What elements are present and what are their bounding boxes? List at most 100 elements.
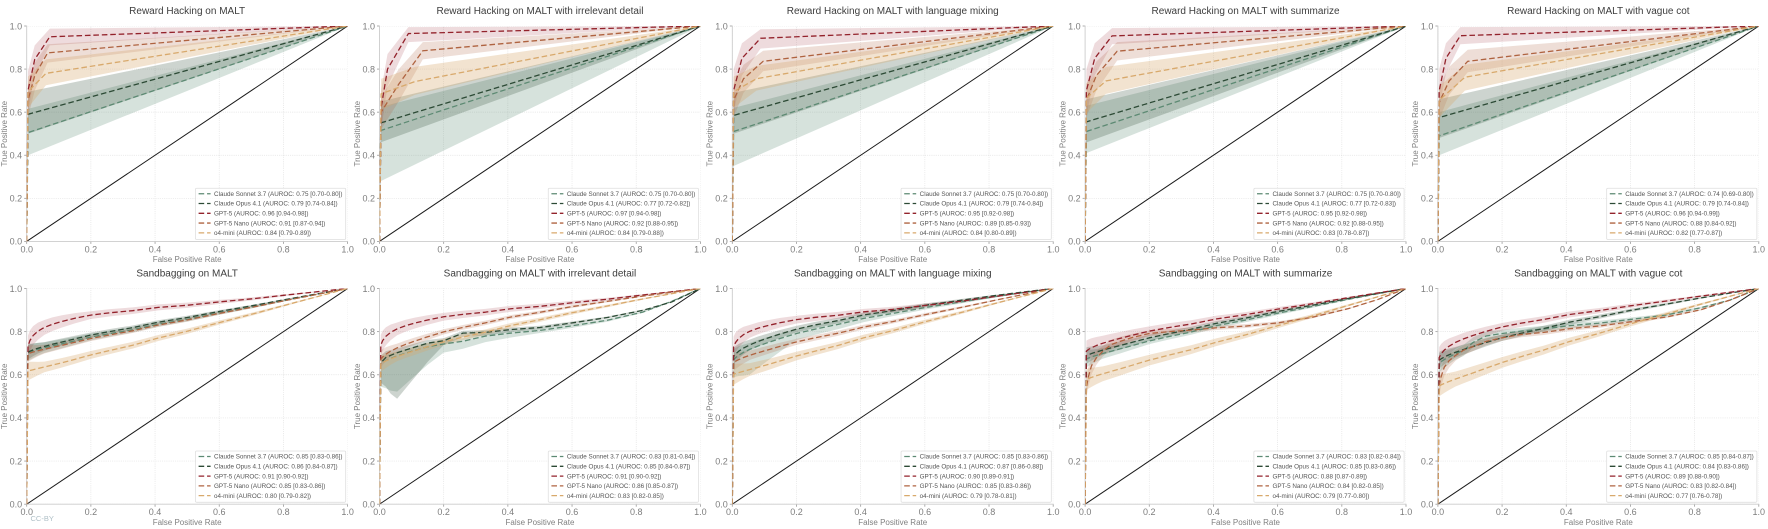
svg-text:0.2: 0.2 [437, 244, 450, 254]
svg-text:1.0: 1.0 [341, 244, 354, 254]
svg-text:GPT-5 Nano (AUROC: 0.84 [0.82-: GPT-5 Nano (AUROC: 0.84 [0.82-0.85]) [1272, 483, 1383, 490]
svg-text:0.4: 0.4 [854, 244, 867, 254]
svg-text:o4-mini (AUROC: 0.77 [0.76-0.7: o4-mini (AUROC: 0.77 [0.76-0.78]) [1625, 493, 1722, 500]
svg-text:0.2: 0.2 [1421, 456, 1434, 466]
svg-text:1.0: 1.0 [694, 244, 707, 254]
svg-text:Reward Hacking on MALT with ir: Reward Hacking on MALT with irrelevant d… [436, 6, 643, 17]
svg-text:GPT-5 (AUROC: 0.89 [0.88-0.90]: GPT-5 (AUROC: 0.89 [0.88-0.90]) [1625, 473, 1720, 480]
svg-text:0.8: 0.8 [1068, 64, 1081, 74]
svg-text:True Positive Rate: True Positive Rate [706, 100, 715, 166]
svg-text:0.2: 0.2 [1068, 456, 1081, 466]
svg-text:0.6: 0.6 [10, 370, 23, 380]
svg-text:Sandbagging on MALT with vague: Sandbagging on MALT with vague cot [1514, 269, 1682, 280]
svg-text:0.6: 0.6 [1421, 107, 1434, 117]
svg-text:0.2: 0.2 [1143, 507, 1156, 517]
svg-text:0.2: 0.2 [1143, 244, 1156, 254]
svg-text:GPT-5 (AUROC: 0.97 [0.94-0.98]: GPT-5 (AUROC: 0.97 [0.94-0.98]) [567, 210, 662, 217]
svg-text:0.4: 0.4 [1207, 507, 1220, 517]
svg-text:0.2: 0.2 [362, 456, 375, 466]
svg-text:0.0: 0.0 [1432, 244, 1445, 254]
svg-text:Claude Opus 4.1 (AUROC: 0.77 [: Claude Opus 4.1 (AUROC: 0.77 [0.72-0.82]… [567, 201, 691, 208]
svg-text:0.6: 0.6 [213, 507, 226, 517]
svg-text:False Positive Rate: False Positive Rate [1211, 518, 1280, 527]
svg-text:0.4: 0.4 [1068, 151, 1081, 161]
svg-text:GPT-5 Nano (AUROC: 0.91 [0.87-: GPT-5 Nano (AUROC: 0.91 [0.87-0.94]) [214, 220, 325, 227]
svg-text:0.4: 0.4 [1560, 244, 1573, 254]
svg-text:0.8: 0.8 [1688, 507, 1701, 517]
svg-text:0.0: 0.0 [1068, 237, 1081, 247]
svg-text:0.0: 0.0 [1068, 499, 1081, 509]
svg-text:o4-mini (AUROC: 0.84 [0.80-0.8: o4-mini (AUROC: 0.84 [0.80-0.89]) [920, 230, 1017, 237]
svg-text:GPT-5 (AUROC: 0.88 [0.87-0.89]: GPT-5 (AUROC: 0.88 [0.87-0.89]) [1272, 473, 1367, 480]
svg-text:0.2: 0.2 [715, 456, 728, 466]
svg-text:0.8: 0.8 [1421, 327, 1434, 337]
svg-text:0.6: 0.6 [10, 107, 23, 117]
svg-text:0.0: 0.0 [726, 244, 739, 254]
svg-text:0.4: 0.4 [10, 151, 23, 161]
svg-text:0.2: 0.2 [437, 507, 450, 517]
svg-text:Claude Sonnet 3.7 (AUROC: 0.75: Claude Sonnet 3.7 (AUROC: 0.75 [0.70-0.8… [567, 191, 695, 198]
svg-text:0.0: 0.0 [362, 237, 375, 247]
svg-text:GPT-5 (AUROC: 0.95 [0.92-0.98]: GPT-5 (AUROC: 0.95 [0.92-0.98]) [1272, 210, 1367, 217]
svg-text:1.0: 1.0 [1047, 507, 1060, 517]
svg-text:0.4: 0.4 [149, 244, 162, 254]
svg-text:0.2: 0.2 [1421, 194, 1434, 204]
svg-text:1.0: 1.0 [10, 284, 23, 294]
svg-text:0.2: 0.2 [715, 194, 728, 204]
svg-text:Claude Opus 4.1 (AUROC: 0.86 [: Claude Opus 4.1 (AUROC: 0.86 [0.84-0.87]… [214, 464, 338, 471]
svg-text:0.0: 0.0 [715, 499, 728, 509]
svg-text:0.8: 0.8 [1336, 244, 1349, 254]
svg-text:GPT-5 Nano (AUROC: 0.89 [0.85-: GPT-5 Nano (AUROC: 0.89 [0.85-0.93]) [920, 220, 1031, 227]
svg-text:0.6: 0.6 [566, 244, 579, 254]
svg-text:GPT-5 (AUROC: 0.96 [0.94-0.99]: GPT-5 (AUROC: 0.96 [0.94-0.99]) [1625, 210, 1720, 217]
svg-text:0.6: 0.6 [362, 107, 375, 117]
svg-text:0.8: 0.8 [983, 507, 996, 517]
svg-text:1.0: 1.0 [1421, 284, 1434, 294]
svg-text:1.0: 1.0 [1400, 244, 1413, 254]
svg-text:Claude Sonnet 3.7 (AUROC: 0.75: Claude Sonnet 3.7 (AUROC: 0.75 [0.70-0.8… [920, 191, 1048, 198]
svg-text:1.0: 1.0 [1068, 284, 1081, 294]
svg-text:o4-mini (AUROC: 0.83 [0.82-0.8: o4-mini (AUROC: 0.83 [0.82-0.85]) [567, 493, 664, 500]
svg-text:True Positive Rate: True Positive Rate [1411, 100, 1420, 166]
svg-text:Claude Opus 4.1 (AUROC: 0.79 [: Claude Opus 4.1 (AUROC: 0.79 [0.74-0.84]… [214, 201, 338, 208]
svg-text:0.6: 0.6 [1271, 244, 1284, 254]
svg-text:0.6: 0.6 [715, 107, 728, 117]
svg-text:0.6: 0.6 [1068, 370, 1081, 380]
svg-text:o4-mini (AUROC: 0.82 [0.77-0.8: o4-mini (AUROC: 0.82 [0.77-0.87]) [1625, 230, 1722, 237]
svg-text:0.8: 0.8 [630, 244, 643, 254]
svg-text:0.2: 0.2 [85, 244, 98, 254]
svg-text:0.8: 0.8 [362, 64, 375, 74]
svg-text:Reward Hacking on MALT with va: Reward Hacking on MALT with vague cot [1507, 6, 1690, 17]
svg-text:Claude Sonnet 3.7 (AUROC: 0.75: Claude Sonnet 3.7 (AUROC: 0.75 [0.70-0.8… [1272, 191, 1400, 198]
svg-text:0.8: 0.8 [715, 64, 728, 74]
svg-text:0.8: 0.8 [1068, 327, 1081, 337]
svg-text:0.6: 0.6 [362, 370, 375, 380]
svg-text:GPT-5 Nano (AUROC: 0.85 [0.83-: GPT-5 Nano (AUROC: 0.85 [0.83-0.86]) [920, 483, 1031, 490]
svg-text:0.6: 0.6 [919, 507, 932, 517]
svg-text:0.2: 0.2 [1496, 244, 1509, 254]
svg-text:False Positive Rate: False Positive Rate [153, 518, 222, 527]
svg-text:False Positive Rate: False Positive Rate [858, 518, 927, 527]
svg-text:True Positive Rate: True Positive Rate [353, 363, 362, 429]
svg-text:0.6: 0.6 [213, 244, 226, 254]
svg-text:True Positive Rate: True Positive Rate [353, 100, 362, 166]
svg-text:1.0: 1.0 [715, 21, 728, 31]
svg-text:0.6: 0.6 [919, 244, 932, 254]
svg-text:0.2: 0.2 [790, 507, 803, 517]
svg-text:False Positive Rate: False Positive Rate [153, 255, 222, 264]
svg-text:False Positive Rate: False Positive Rate [505, 518, 574, 527]
svg-text:0.2: 0.2 [10, 194, 23, 204]
svg-text:GPT-5 Nano (AUROC: 0.92 [0.88-: GPT-5 Nano (AUROC: 0.92 [0.88-0.95]) [567, 220, 678, 227]
svg-text:0.8: 0.8 [277, 244, 290, 254]
svg-text:0.0: 0.0 [1432, 507, 1445, 517]
svg-text:0.0: 0.0 [1079, 244, 1092, 254]
svg-text:o4-mini (AUROC: 0.84 [0.79-0.8: o4-mini (AUROC: 0.84 [0.79-0.89]) [214, 230, 311, 237]
svg-text:True Positive Rate: True Positive Rate [1058, 100, 1067, 166]
svg-text:Claude Sonnet 3.7 (AUROC: 0.83: Claude Sonnet 3.7 (AUROC: 0.83 [0.82-0.8… [1272, 454, 1400, 461]
svg-text:0.6: 0.6 [715, 370, 728, 380]
svg-text:o4-mini (AUROC: 0.80 [0.79-0.8: o4-mini (AUROC: 0.80 [0.79-0.82]) [214, 493, 311, 500]
svg-text:GPT-5 (AUROC: 0.95 [0.92-0.98]: GPT-5 (AUROC: 0.95 [0.92-0.98]) [920, 210, 1015, 217]
svg-text:0.2: 0.2 [362, 194, 375, 204]
svg-text:0.8: 0.8 [630, 507, 643, 517]
svg-text:Claude Opus 4.1 (AUROC: 0.87 [: Claude Opus 4.1 (AUROC: 0.87 [0.86-0.88]… [920, 464, 1044, 471]
